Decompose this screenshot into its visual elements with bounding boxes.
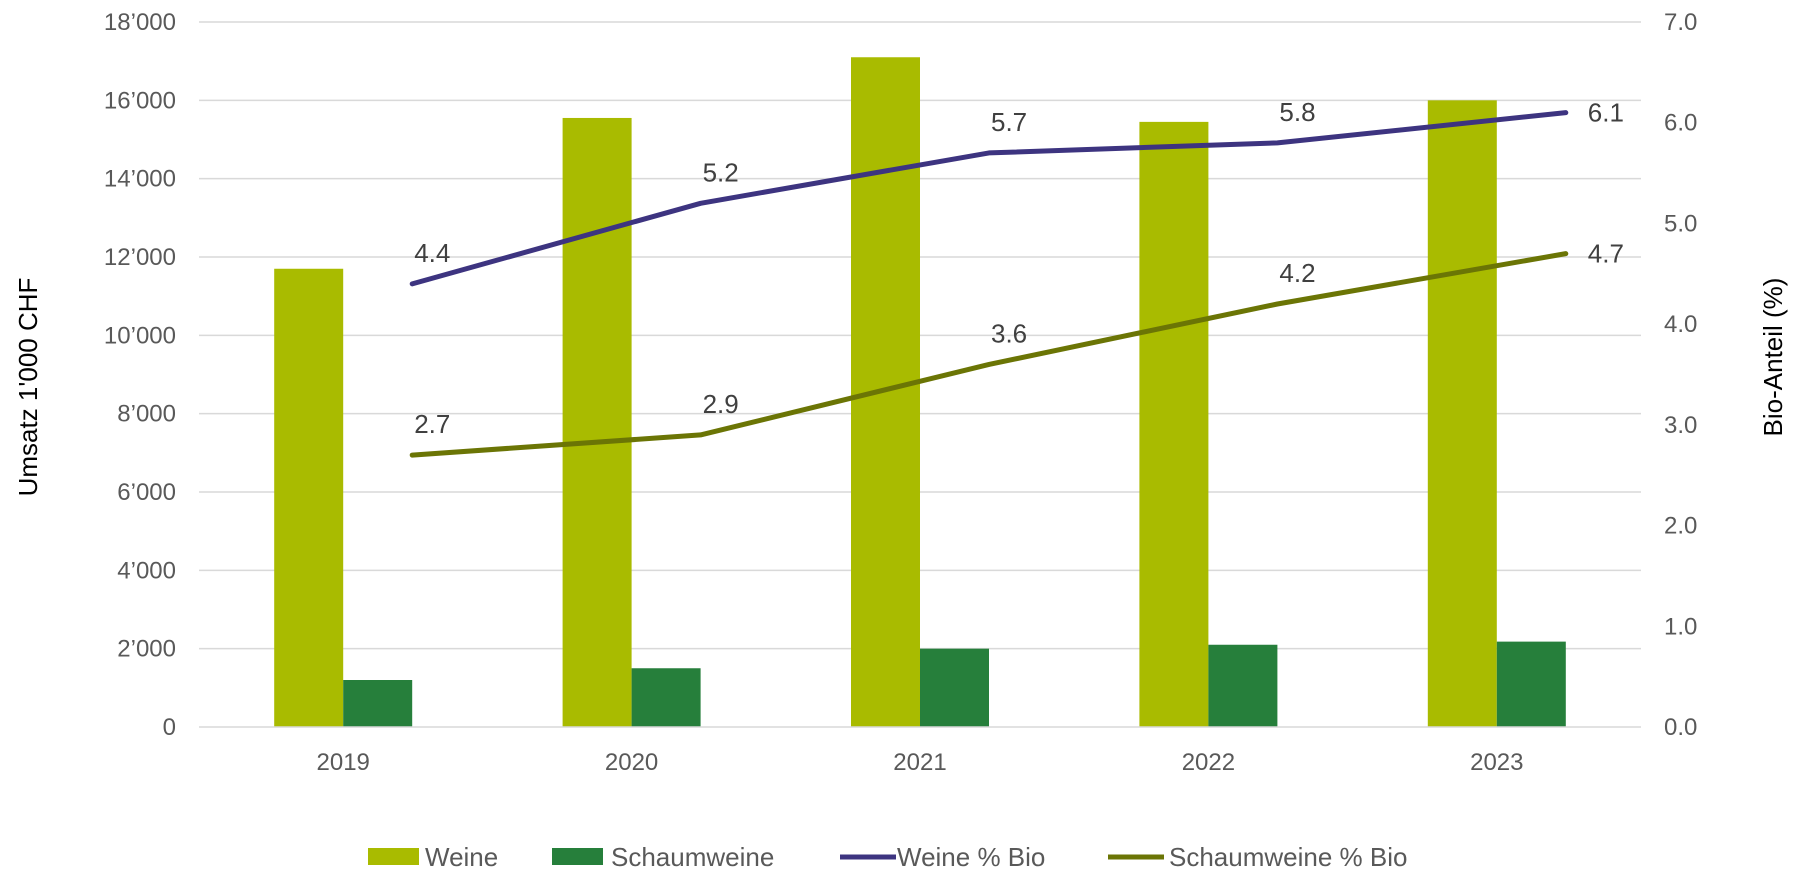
y-tick-label: 8’000	[117, 401, 176, 428]
y-tick-label: 4’000	[117, 557, 176, 584]
bar-schaumweine	[631, 668, 701, 727]
x-tick-label: 2019	[317, 749, 370, 776]
bar-weine	[274, 268, 344, 727]
legend-swatch-schaumweine	[552, 848, 603, 865]
data-label: 4.7	[1588, 239, 1624, 269]
left-axis: 0 2’000 4’000 6’000 8’000 10’000 12’000 14’000 1…	[104, 9, 176, 741]
y-tick-label: 14’000	[104, 166, 176, 193]
y2-tick-label: 4.0	[1664, 311, 1697, 338]
y2-tick-label: 1.0	[1664, 613, 1697, 640]
bar-weine	[562, 117, 632, 728]
legend-label-schaumweine-bio: Schaumweine % Bio	[1169, 842, 1407, 871]
line-weine-bio	[409, 110, 1569, 287]
y2-tick-label: 7.0	[1664, 9, 1697, 36]
x-tick-label: 2021	[893, 749, 946, 776]
legend: Weine Schaumweine Weine % Bio Schaumweine %…	[368, 842, 1407, 871]
y2-tick-label: 2.0	[1664, 513, 1697, 540]
y2-tick-label: 0.0	[1664, 714, 1697, 741]
y-tick-label: 18’000	[104, 9, 176, 36]
data-label: 4.2	[1279, 258, 1315, 288]
y-tick-label: 6’000	[117, 479, 176, 506]
data-label: 3.6	[991, 318, 1027, 348]
y2-tick-label: 5.0	[1664, 210, 1697, 237]
y-tick-label: 0	[163, 714, 176, 741]
data-label: 6.1	[1588, 98, 1624, 128]
right-axis: 0.0 1.0 2.0 3.0 4.0 5.0 6.0 7.0	[1664, 9, 1697, 741]
y-tick-label: 16’000	[104, 87, 176, 114]
y-tick-label: 12’000	[104, 244, 176, 271]
bar-weine	[1427, 100, 1497, 728]
legend-label-schaumweine: Schaumweine	[611, 842, 774, 871]
data-label: 4.4	[414, 238, 450, 268]
y2-axis-title: Bio-Anteil (%)	[1758, 278, 1788, 437]
bar-schaumweine	[1208, 644, 1278, 727]
legend-label-weine: Weine	[425, 842, 498, 871]
bar-schaumweine	[343, 680, 413, 727]
lines: 4.4 5.2 5.7 5.8 6.1 2.7 2.9 3.6 4.2 4.7	[409, 97, 1624, 458]
legend-label-weine-bio: Weine % Bio	[897, 842, 1045, 871]
y-tick-label: 10’000	[104, 322, 176, 349]
y-tick-label: 2’000	[117, 636, 176, 663]
bar-schaumweine	[1496, 641, 1566, 727]
x-tick-label: 2023	[1470, 749, 1523, 776]
y-axis-title: Umsatz 1'000 CHF	[13, 278, 43, 497]
bars	[274, 57, 1566, 728]
bar-weine	[1139, 121, 1209, 727]
data-label: 5.2	[703, 157, 739, 187]
x-tick-label: 2020	[605, 749, 658, 776]
x-axis: 2019 2020 2021 2022 2023	[199, 726, 1641, 776]
bar-schaumweine	[920, 648, 989, 727]
y2-tick-label: 6.0	[1664, 110, 1697, 137]
line-schaumweine-bio	[409, 251, 1569, 458]
data-label: 5.7	[991, 107, 1027, 137]
legend-swatch-weine	[368, 848, 419, 865]
x-tick-label: 2022	[1182, 749, 1235, 776]
y2-tick-label: 3.0	[1664, 412, 1697, 439]
data-label: 2.7	[414, 409, 450, 439]
data-label: 2.9	[703, 389, 739, 419]
data-label: 5.8	[1279, 97, 1315, 127]
